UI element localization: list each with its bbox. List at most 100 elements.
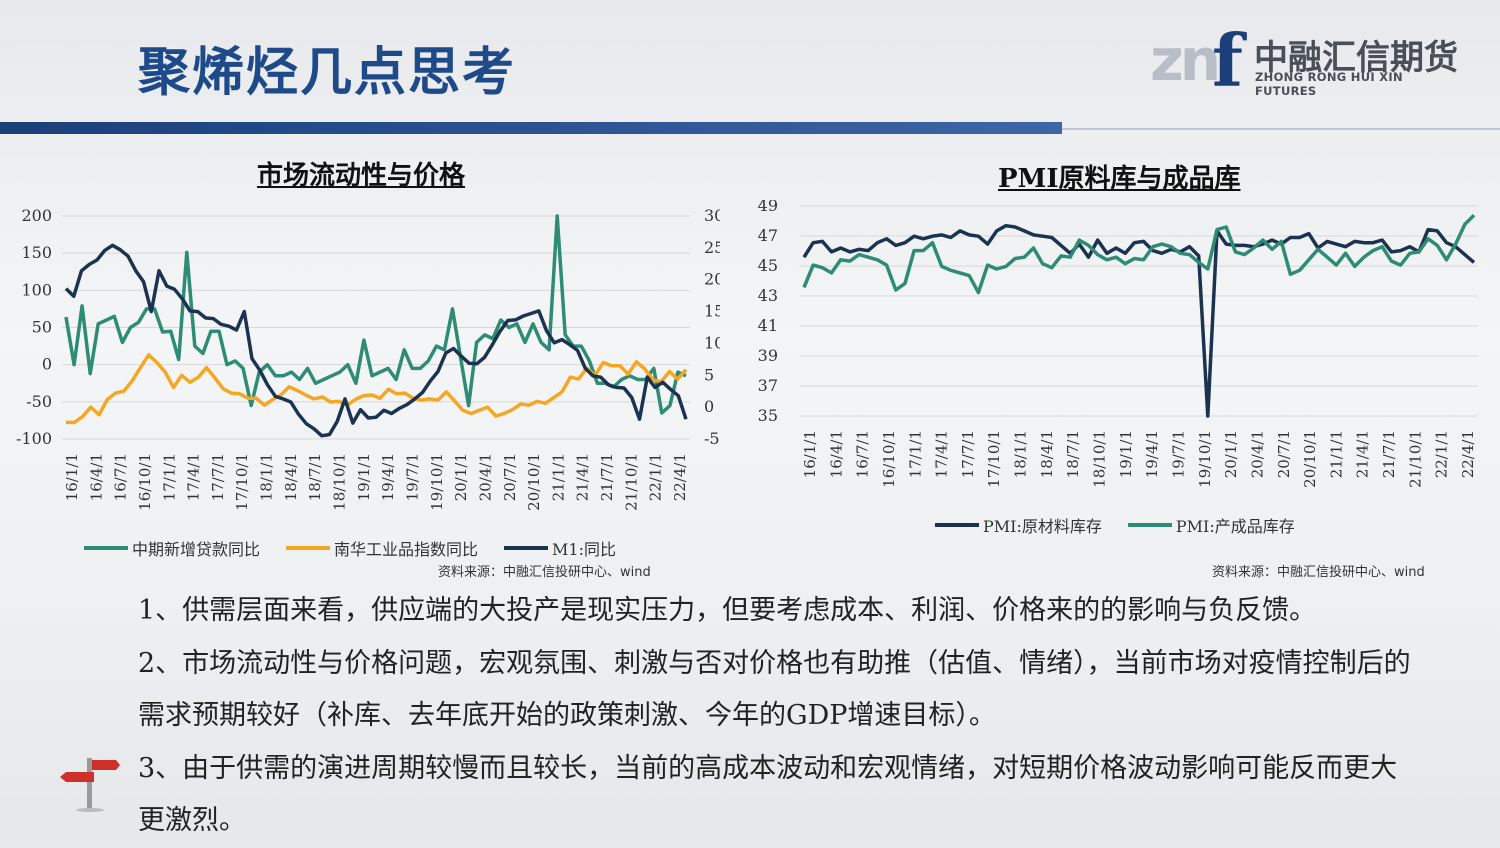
- title-bar: [0, 122, 1062, 134]
- x-tick-label: 17/7/1: [209, 453, 227, 501]
- x-tick-label: 18/10/1: [1091, 430, 1109, 488]
- y-tick-label: 50: [32, 318, 52, 337]
- x-tick-label: 17/1/1: [906, 430, 924, 478]
- legend-item-raw-material: PMI:原材料库存: [935, 513, 1102, 537]
- x-tick-label: 18/1/1: [258, 453, 276, 501]
- y-tick-label: 100: [21, 280, 52, 299]
- logo-letter: f: [1212, 18, 1243, 103]
- x-tick-label: 19/4/1: [379, 453, 397, 501]
- y-tick-label: 47: [758, 226, 778, 245]
- x-tick-label: 22/1/1: [647, 453, 665, 501]
- x-tick-label: 16/4/1: [87, 453, 105, 501]
- y2-tick-label: 5: [704, 365, 714, 384]
- x-tick-label: 16/10/1: [136, 453, 154, 511]
- x-tick-label: 20/4/1: [476, 453, 494, 501]
- chart2-legend: PMI:原材料库存 PMI:产成品库存: [935, 513, 1295, 537]
- legend-item-finished-goods: PMI:产成品库存: [1127, 513, 1295, 537]
- x-tick-label: 19/4/1: [1143, 430, 1161, 478]
- x-tick-label: 16/10/1: [880, 430, 898, 488]
- series-line-0: [64, 214, 687, 415]
- paragraph-2: 2、市场流动性与价格问题，宏观氛围、刺激与否对价格也有助推（估值、情绪），当前市…: [138, 647, 1411, 732]
- x-tick-label: 22/4/1: [1459, 430, 1477, 478]
- x-tick-label: 22/1/1: [1433, 430, 1451, 478]
- x-tick-label: 19/7/1: [403, 453, 421, 501]
- series-line-1: [802, 213, 1476, 295]
- x-tick-label: 18/4/1: [282, 453, 300, 501]
- y2-tick-label: -5: [704, 429, 720, 448]
- x-tick-label: 21/7/1: [1380, 430, 1398, 478]
- y-tick-label: 35: [758, 406, 778, 425]
- x-tick-label: 20/1/1: [452, 453, 470, 501]
- x-tick-label: 18/1/1: [1012, 430, 1030, 478]
- x-tick-label: 17/4/1: [933, 430, 951, 478]
- x-tick-label: 20/7/1: [501, 453, 519, 501]
- x-tick-label: 20/10/1: [525, 453, 543, 511]
- chart2-source: 资料来源：中融汇信投研中心、wind: [1212, 565, 1425, 580]
- x-tick-label: 18/4/1: [1038, 430, 1056, 478]
- paragraph-3: 3、由于供需的演进周期较慢而且较长，当前的高成本波动和宏观情绪，对短期价格波动影…: [138, 752, 1398, 837]
- x-tick-label: 19/10/1: [1196, 430, 1214, 488]
- x-tick-label: 17/10/1: [233, 453, 251, 511]
- y-tick-label: 43: [758, 286, 778, 305]
- x-tick-label: 18/7/1: [1064, 430, 1082, 478]
- x-tick-label: 21/10/1: [1406, 430, 1424, 488]
- y-tick-label: 41: [758, 316, 778, 335]
- y-tick-label: 0: [42, 355, 52, 374]
- x-tick-label: 17/7/1: [959, 430, 977, 478]
- legend-item-m1: M1:同比: [504, 536, 616, 560]
- title-divider: [1062, 128, 1500, 130]
- y-tick-label: 150: [21, 243, 52, 262]
- x-tick-label: 16/1/1: [63, 453, 81, 501]
- x-tick-label: 19/10/1: [428, 453, 446, 511]
- logo-english-name: ZHONG RONG HUI XIN FUTURES: [1255, 70, 1403, 98]
- x-tick-label: 16/1/1: [801, 430, 819, 478]
- y-tick-label: 200: [21, 206, 52, 225]
- chart1-title: 市场流动性与价格: [257, 161, 466, 191]
- x-tick-label: 21/1/1: [1327, 430, 1345, 478]
- x-tick-label: 19/1/1: [355, 453, 373, 501]
- x-tick-label: 16/7/1: [854, 430, 872, 478]
- company-logo: zn f 中融汇信期货 ZHONG RONG HUI XIN FUTURES: [1150, 18, 1460, 103]
- x-tick-label: 20/1/1: [1222, 430, 1240, 478]
- chart2-title: PMI原料库与成品库: [998, 164, 1241, 194]
- logo-chinese-name: 中融汇信期货: [1254, 38, 1458, 78]
- y-tick-label: -100: [16, 429, 52, 448]
- x-tick-label: 18/7/1: [306, 453, 324, 501]
- y-tick-label: 49: [758, 200, 778, 215]
- logo-mark: zn: [1150, 26, 1221, 94]
- x-tick-label: 17/4/1: [185, 453, 203, 501]
- y2-tick-label: 0: [704, 397, 714, 416]
- x-tick-label: 17/10/1: [985, 430, 1003, 488]
- x-tick-label: 20/4/1: [1248, 430, 1266, 478]
- analysis-text: 1、供需层面来看，供应端的大投产是现实压力，但要考虑成本、利润、价格来的的影响与…: [138, 585, 1418, 848]
- y2-tick-label: 15: [704, 302, 720, 321]
- y-tick-label: 37: [758, 376, 778, 395]
- chart1-source: 资料来源：中融汇信投研中心、wind: [438, 565, 651, 580]
- legend-item-loans: 中期新增贷款同比: [84, 536, 260, 560]
- signpost-icon: [60, 758, 120, 812]
- x-tick-label: 19/7/1: [1169, 430, 1187, 478]
- x-tick-label: 21/4/1: [574, 453, 592, 501]
- x-tick-label: 21/4/1: [1354, 430, 1372, 478]
- x-tick-label: 16/7/1: [112, 453, 130, 501]
- chart-pmi-inventory: 49 47 45 43 41 39 37 35 16/1/1 16/4/1 16/7/1 16/10/…: [758, 200, 1478, 488]
- x-tick-label: 19/1/1: [1117, 430, 1135, 478]
- x-tick-label: 20/7/1: [1275, 430, 1293, 478]
- y2-tick-label: 20: [704, 270, 720, 289]
- series-line-2: [64, 243, 688, 438]
- x-tick-label: 21/1/1: [549, 453, 567, 501]
- x-tick-label: 17/1/1: [160, 453, 178, 501]
- x-tick-label: 21/10/1: [622, 453, 640, 511]
- y-tick-label: 45: [758, 256, 778, 275]
- x-tick-label: 21/7/1: [598, 453, 616, 501]
- legend-item-nanhua: 南华工业品指数同比: [286, 536, 478, 560]
- y2-tick-label: 30: [704, 206, 720, 225]
- y-tick-label: -50: [26, 392, 52, 411]
- y-tick-label: 39: [758, 346, 778, 365]
- y2-tick-label: 10: [704, 333, 720, 352]
- y2-tick-label: 25: [704, 238, 720, 257]
- chart1-legend: 中期新增贷款同比 南华工业品指数同比 M1:同比: [84, 536, 616, 560]
- x-tick-label: 20/10/1: [1301, 430, 1319, 488]
- x-tick-label: 22/4/1: [671, 453, 689, 501]
